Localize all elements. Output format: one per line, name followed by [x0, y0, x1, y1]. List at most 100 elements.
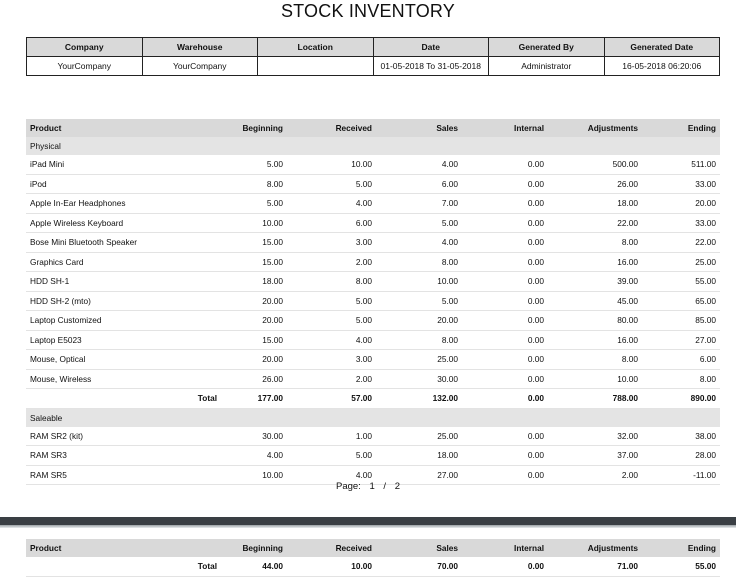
- cell-received: 10.00: [351, 561, 372, 572]
- cell-internal: 0.00: [527, 315, 544, 326]
- cell-adjustments: 45.00: [617, 295, 638, 306]
- table-row: iPad Mini 5.00 10.00 4.00 0.00 500.00 511.00: [26, 155, 720, 175]
- cell-beginning: 18.00: [262, 276, 283, 287]
- cell-received: 8.00: [355, 276, 372, 287]
- cell-ending: 65.00: [695, 295, 716, 306]
- table-row: Mouse, Wireless 26.00 2.00 30.00 0.00 10.00 8.…: [26, 370, 720, 389]
- cell-sales: 6.00: [441, 178, 458, 189]
- meta-company: YourCompany: [26, 56, 143, 76]
- cell-product: iPad Mini: [30, 159, 65, 170]
- cell-adjustments: 8.00: [621, 354, 638, 365]
- cell-ending: 25.00: [695, 256, 716, 267]
- cell-product: RAM SR2 (kit): [30, 430, 84, 441]
- meta-header-generated-by: Generated By: [488, 37, 605, 57]
- meta-generated-date: 16-05-2018 06:20:06: [603, 56, 720, 76]
- cell-beginning: 44.00: [262, 561, 283, 572]
- cell-adjustments: 71.00: [617, 561, 638, 572]
- cell-received: 3.00: [355, 354, 372, 365]
- cell-ending: 55.00: [695, 276, 716, 287]
- cell-internal: 0.00: [527, 469, 544, 480]
- cell-ending: 890.00: [690, 393, 716, 404]
- cell-received: 5.00: [355, 315, 372, 326]
- meta-location: [257, 56, 374, 76]
- cell-received: 3.00: [355, 237, 372, 248]
- cell-adjustments: 2.00: [621, 469, 638, 480]
- total-label: Total: [197, 393, 217, 404]
- total-row: Total 177.00 57.00 132.00 0.00 788.00 890.00: [26, 389, 720, 409]
- page-separator: /: [383, 481, 387, 492]
- cell-sales: 8.00: [441, 334, 458, 345]
- cell-ending: 511.00: [691, 159, 716, 170]
- cell-ending: 22.00: [695, 237, 716, 248]
- cell-received: 1.00: [355, 430, 372, 441]
- cell-ending: 33.00: [695, 217, 716, 228]
- table-row: Graphics Card 15.00 2.00 8.00 0.00 16.00 25.00: [26, 253, 720, 272]
- cell-adjustments: 39.00: [617, 276, 638, 287]
- cell-beginning: 15.00: [262, 237, 283, 248]
- cell-received: 5.00: [355, 295, 372, 306]
- cell-internal: 0.00: [527, 334, 544, 345]
- table-row: iPod 8.00 5.00 6.00 0.00 26.00 33.00: [26, 175, 720, 194]
- cell-ending: 33.00: [695, 178, 716, 189]
- cell-beginning: 20.00: [262, 295, 283, 306]
- table-row: Apple In-Ear Headphones 5.00 4.00 7.00 0.00 1…: [26, 194, 720, 214]
- cell-product: HDD SH-2 (mto): [30, 295, 91, 306]
- column-header-adjustments: Adjustments: [587, 123, 638, 133]
- table-header-row: Product Beginning Received Sales Internal Adj…: [26, 539, 720, 557]
- cell-sales: 20.00: [437, 315, 458, 326]
- cell-internal: 0.00: [527, 198, 544, 209]
- report-meta-table: Company Warehouse Location Date Generate…: [26, 37, 720, 76]
- page-current[interactable]: 1: [369, 481, 375, 492]
- cell-beginning: 20.00: [262, 315, 283, 326]
- cell-adjustments: 37.00: [617, 450, 638, 461]
- meta-header-date: Date: [372, 37, 489, 57]
- cell-adjustments: 80.00: [617, 315, 638, 326]
- meta-header-generated-date: Generated Date: [603, 37, 720, 57]
- cell-adjustments: 18.00: [617, 198, 638, 209]
- page-label: Page:: [336, 481, 361, 492]
- cell-received: 57.00: [351, 393, 372, 404]
- column-header-product: Product: [30, 123, 62, 133]
- cell-sales: 4.00: [441, 237, 458, 248]
- cell-beginning: 15.00: [262, 334, 283, 345]
- total-row: Total 44.00 10.00 70.00 0.00 71.00 55.00: [26, 557, 720, 577]
- cell-adjustments: 500.00: [612, 159, 638, 170]
- meta-header-warehouse: Warehouse: [141, 37, 258, 57]
- meta-header-location: Location: [257, 37, 374, 57]
- cell-received: 2.00: [355, 373, 372, 384]
- cell-internal: 0.00: [527, 256, 544, 267]
- cell-received: 2.00: [355, 256, 372, 267]
- cell-internal: 0.00: [527, 159, 544, 170]
- cell-sales: 25.00: [437, 354, 458, 365]
- table-row: Mouse, Optical 20.00 3.00 25.00 0.00 8.00 6.00: [26, 350, 720, 370]
- cell-ending: 6.00: [699, 354, 716, 365]
- column-header-sales: Sales: [436, 123, 458, 133]
- column-header-beginning: Beginning: [242, 543, 283, 553]
- cell-sales: 7.00: [441, 198, 458, 209]
- cell-received: 4.00: [355, 469, 372, 480]
- cell-adjustments: 16.00: [617, 334, 638, 345]
- cell-ending: 8.00: [699, 373, 716, 384]
- page-total[interactable]: 2: [394, 481, 400, 492]
- meta-header-row: Company Warehouse Location Date Generate…: [26, 37, 720, 57]
- cell-adjustments: 26.00: [617, 178, 638, 189]
- cell-ending: -11.00: [693, 469, 716, 480]
- column-header-internal: Internal: [514, 123, 544, 133]
- column-header-adjustments: Adjustments: [587, 543, 638, 553]
- meta-header-company: Company: [26, 37, 143, 57]
- cell-product: Graphics Card: [30, 256, 84, 267]
- cell-sales: 132.00: [432, 393, 458, 404]
- cell-product: iPod: [30, 178, 47, 189]
- meta-date: 01-05-2018 To 31-05-2018: [372, 56, 489, 76]
- meta-generated-by: Administrator: [488, 56, 605, 76]
- cell-sales: 10.00: [437, 276, 458, 287]
- inventory-table-page-2: Product Beginning Received Sales Internal Adj…: [26, 539, 720, 577]
- cell-adjustments: 16.00: [617, 256, 638, 267]
- table-row: RAM SR5 10.00 4.00 27.00 0.00 2.00 -11.00: [26, 466, 720, 485]
- cell-ending: 38.00: [695, 430, 716, 441]
- cell-product: HDD SH-1: [30, 276, 70, 287]
- cell-adjustments: 10.00: [617, 373, 638, 384]
- cell-internal: 0.00: [527, 393, 544, 404]
- column-header-received: Received: [335, 123, 372, 133]
- cell-product: Bose Mini Bluetooth Speaker: [30, 237, 138, 248]
